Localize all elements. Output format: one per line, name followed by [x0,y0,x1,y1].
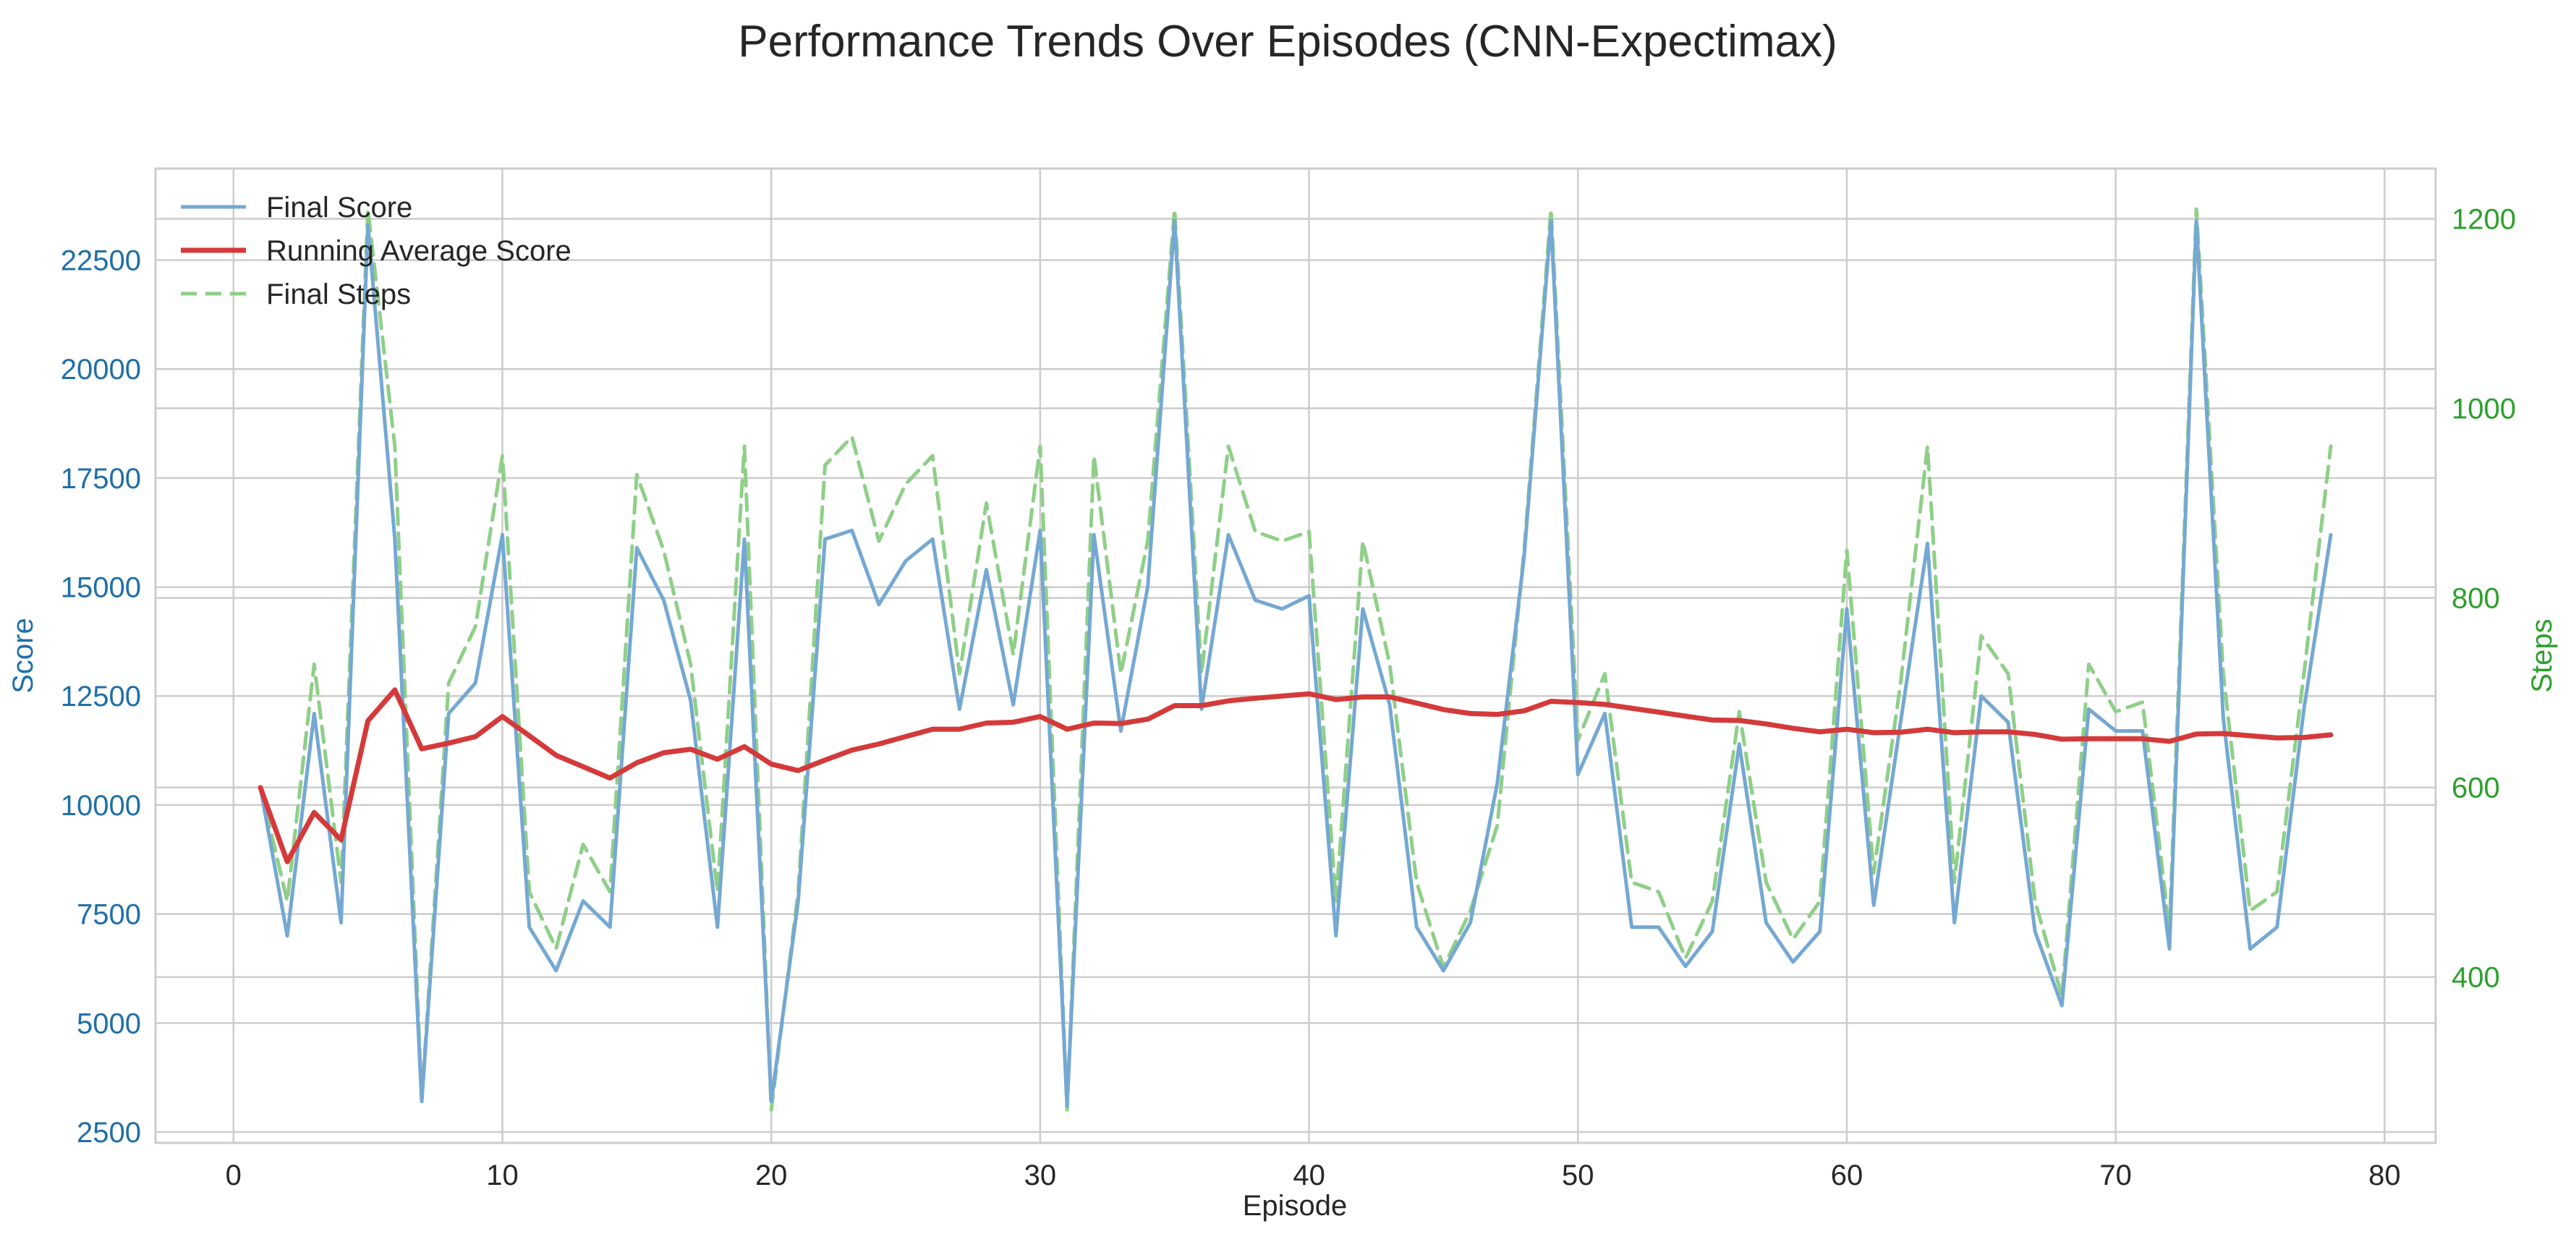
x-tick-label: 60 [1831,1160,1863,1191]
plot-frame [154,167,2437,1144]
right-y-axis-ticks: 400 600 800 1000 1200 [2452,203,2516,993]
right-y-tick-label: 600 [2452,773,2500,804]
right-y-tick-label: 800 [2452,583,2500,615]
series-final-score [258,218,2333,1108]
x-tick-label: 40 [1293,1160,1325,1191]
left-y-tick-label: 7500 [77,899,141,931]
legend-label-final-score: Final Score [266,192,412,224]
left-y-tick-label: 5000 [77,1008,141,1039]
right-y-tick-label: 400 [2452,962,2500,994]
left-y-axis-ticks: 2500 5000 7500 10000 12500 15000 17500 20000 225… [61,245,141,1149]
left-y-tick-label: 20000 [61,354,141,386]
left-y-tick-label: 10000 [61,790,141,822]
x-tick-label: 50 [1562,1160,1594,1191]
x-tick-label: 80 [2368,1160,2401,1191]
left-y-tick-label: 12500 [61,681,141,713]
left-y-tick-label: 17500 [61,463,141,495]
x-axis-label: Episode [1243,1190,1348,1222]
x-tick-label: 10 [486,1160,519,1191]
x-tick-label: 0 [226,1160,242,1191]
right-y-tick-label: 1000 [2452,394,2516,425]
x-tick-label: 20 [755,1160,788,1191]
chart-title: Performance Trends Over Episodes (CNN-Ex… [738,17,1837,67]
legend-label-final-steps: Final Steps [266,278,411,310]
series-running-average-score [258,687,2334,864]
x-axis-ticks: 0 10 20 30 40 50 60 70 80 [226,1160,2401,1191]
legend-label-running-average: Running Average Score [266,235,571,267]
left-y-tick-label: 15000 [61,572,141,604]
left-y-axis-label: Score [7,618,39,694]
left-y-tick-label: 22500 [61,245,141,277]
series-layer [258,207,2334,1112]
left-y-tick-label: 2500 [77,1117,141,1149]
x-tick-label: 70 [2099,1160,2132,1191]
legend: Final Score Running Average Score Final … [181,192,571,310]
series-final-steps [258,207,2333,1112]
x-tick-label: 30 [1024,1160,1057,1191]
right-y-axis-label: Steps [2526,618,2558,692]
right-y-tick-label: 1200 [2452,203,2516,235]
